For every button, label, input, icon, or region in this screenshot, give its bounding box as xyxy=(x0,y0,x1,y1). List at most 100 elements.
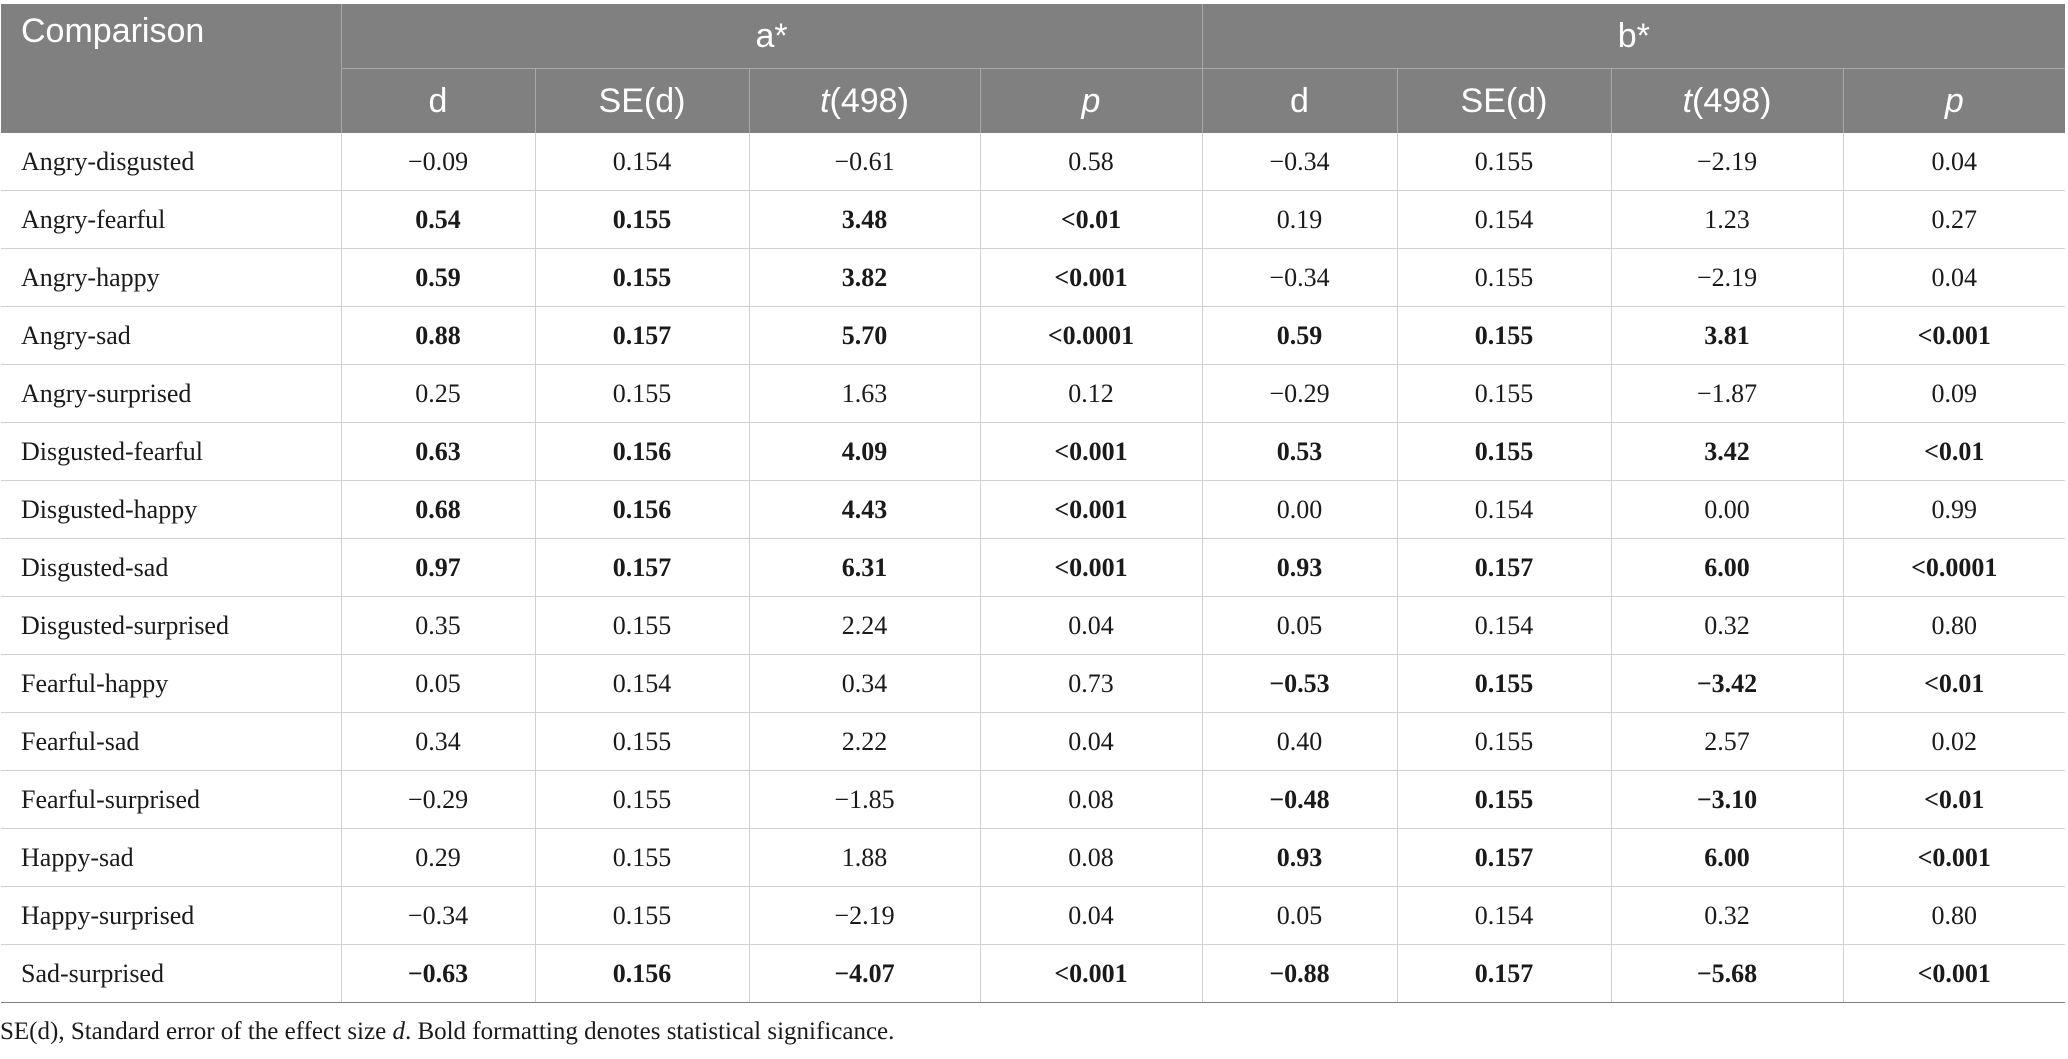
a-t-cell: −2.19 xyxy=(749,886,981,945)
b-se-cell: 0.155 xyxy=(1397,770,1612,829)
table-row: Angry-fearful 0.54 0.155 3.48 <0.01 0.19 0.154… xyxy=(1,190,2066,249)
a-p-cell: 0.12 xyxy=(980,364,1203,423)
b-se-cell: 0.154 xyxy=(1397,886,1612,945)
b-d-cell: −0.29 xyxy=(1202,364,1398,423)
b-p-letter: p xyxy=(1944,81,1964,120)
b-d-cell: 0.59 xyxy=(1202,306,1398,365)
b-se-cell: 0.154 xyxy=(1397,190,1612,249)
a-t-cell: 2.24 xyxy=(749,596,981,655)
header-row-groups: Comparison a* b* xyxy=(1,4,2066,133)
a-d-cell: 0.34 xyxy=(341,712,536,771)
b-d-cell: −0.34 xyxy=(1202,248,1398,307)
b-t-cell: 3.42 xyxy=(1611,422,1844,481)
comparison-label: Fearful-sad xyxy=(1,712,342,771)
a-p-letter: p xyxy=(1081,81,1101,120)
comparison-label: Angry-sad xyxy=(1,306,342,365)
b-p-cell: 0.04 xyxy=(1843,248,2066,307)
a-d-cell: 0.29 xyxy=(341,828,536,887)
comparison-label: Angry-surprised xyxy=(1,364,342,423)
table-row: Fearful-happy 0.05 0.154 0.34 0.73 −0.53 0.155… xyxy=(1,654,2066,713)
a-p-cell: 0.58 xyxy=(980,133,1203,191)
group-b-header: b* xyxy=(1202,4,2066,69)
a-t-cell: 0.34 xyxy=(749,654,981,713)
footnote-text-end: . Bold formatting denotes statistical si… xyxy=(404,1018,895,1045)
a-d-cell: −0.29 xyxy=(341,770,536,829)
a-p-cell: 0.04 xyxy=(980,712,1203,771)
b-p-cell: 0.80 xyxy=(1843,886,2066,945)
table-row: Disgusted-happy 0.68 0.156 4.43 <0.001 0.00 0.… xyxy=(1,480,2066,539)
comparison-label: Disgusted-fearful xyxy=(1,422,342,481)
a-p-cell: <0.001 xyxy=(980,422,1203,481)
b-se-header: SE(d) xyxy=(1397,68,1612,133)
table-row: Happy-sad 0.29 0.155 1.88 0.08 0.93 0.157 6.00 <… xyxy=(1,828,2066,887)
a-p-cell: 0.73 xyxy=(980,654,1203,713)
comparison-label: Angry-disgusted xyxy=(1,133,342,191)
a-t-cell: 2.22 xyxy=(749,712,981,771)
table-row: Fearful-sad 0.34 0.155 2.22 0.04 0.40 0.155 2.5… xyxy=(1,712,2066,771)
a-se-cell: 0.156 xyxy=(535,422,750,481)
b-se-cell: 0.155 xyxy=(1397,712,1612,771)
b-d-cell: 0.05 xyxy=(1202,886,1398,945)
comparison-label: Disgusted-sad xyxy=(1,538,342,597)
a-t-cell: 3.48 xyxy=(749,190,981,249)
comparison-label: Sad-surprised xyxy=(1,944,342,1003)
b-p-cell: <0.001 xyxy=(1843,828,2066,887)
b-d-cell: 0.00 xyxy=(1202,480,1398,539)
a-t-header: t(498) xyxy=(749,68,981,133)
b-p-cell: 0.99 xyxy=(1843,480,2066,539)
b-p-cell: 0.80 xyxy=(1843,596,2066,655)
b-d-cell: 0.40 xyxy=(1202,712,1398,771)
footnote-text-start: SE(d), Standard error of the effect size xyxy=(0,1018,393,1045)
b-t-cell: 0.32 xyxy=(1611,886,1844,945)
table-row: Disgusted-surprised 0.35 0.155 2.24 0.04 0.05… xyxy=(1,596,2066,655)
a-se-cell: 0.155 xyxy=(535,828,750,887)
comparison-label: Disgusted-happy xyxy=(1,480,342,539)
b-d-cell: −0.88 xyxy=(1202,944,1398,1003)
a-se-cell: 0.155 xyxy=(535,248,750,307)
a-t-letter: t xyxy=(820,81,830,120)
a-t-cell: 6.31 xyxy=(749,538,981,597)
a-se-cell: 0.155 xyxy=(535,190,750,249)
b-se-cell: 0.155 xyxy=(1397,133,1612,191)
a-se-cell: 0.155 xyxy=(535,364,750,423)
b-p-cell: 0.04 xyxy=(1843,133,2066,191)
a-p-cell: <0.001 xyxy=(980,248,1203,307)
b-se-cell: 0.157 xyxy=(1397,538,1612,597)
table-row: Angry-surprised 0.25 0.155 1.63 0.12 −0.29 0.1… xyxy=(1,364,2066,423)
table-row: Sad-surprised −0.63 0.156 −4.07 <0.001 −0.88 0… xyxy=(1,944,2066,1003)
b-d-cell: 0.53 xyxy=(1202,422,1398,481)
a-se-cell: 0.157 xyxy=(535,306,750,365)
b-t-letter: t xyxy=(1682,81,1693,120)
a-t-cell: −0.61 xyxy=(749,133,981,191)
b-d-cell: 0.05 xyxy=(1202,596,1398,655)
b-t-cell: −2.19 xyxy=(1611,248,1844,307)
a-se-cell: 0.154 xyxy=(535,133,750,191)
b-se-cell: 0.154 xyxy=(1397,480,1612,539)
a-t-cell: 1.88 xyxy=(749,828,981,887)
a-se-cell: 0.155 xyxy=(535,712,750,771)
b-se-cell: 0.155 xyxy=(1397,364,1612,423)
a-se-cell: 0.155 xyxy=(535,596,750,655)
b-se-cell: 0.155 xyxy=(1397,306,1612,365)
b-t-cell: −2.19 xyxy=(1611,133,1844,191)
a-d-header: d xyxy=(341,68,536,133)
table-body: Angry-disgusted −0.09 0.154 −0.61 0.58 −0.34 0… xyxy=(1,133,2066,1003)
comparison-label: Happy-sad xyxy=(1,828,342,887)
a-p-cell: 0.08 xyxy=(980,828,1203,887)
a-t-cell: 1.63 xyxy=(749,364,981,423)
group-a-header: a* xyxy=(341,4,1203,69)
table-row: Angry-sad 0.88 0.157 5.70 <0.0001 0.59 0.155 3.… xyxy=(1,306,2066,365)
a-d-cell: 0.97 xyxy=(341,538,536,597)
b-p-cell: <0.01 xyxy=(1843,422,2066,481)
a-d-cell: 0.59 xyxy=(341,248,536,307)
comparison-label: Angry-happy xyxy=(1,248,342,307)
a-se-header: SE(d) xyxy=(535,68,750,133)
b-t-cell: 0.00 xyxy=(1611,480,1844,539)
b-p-cell: <0.001 xyxy=(1843,944,2066,1003)
b-d-cell: −0.48 xyxy=(1202,770,1398,829)
b-d-cell: −0.53 xyxy=(1202,654,1398,713)
a-t-cell: −1.85 xyxy=(749,770,981,829)
a-d-cell: 0.35 xyxy=(341,596,536,655)
b-p-cell: <0.001 xyxy=(1843,306,2066,365)
header-row-stats: d SE(d) t(498) p d SE(d) t(498) p xyxy=(1,68,2066,133)
